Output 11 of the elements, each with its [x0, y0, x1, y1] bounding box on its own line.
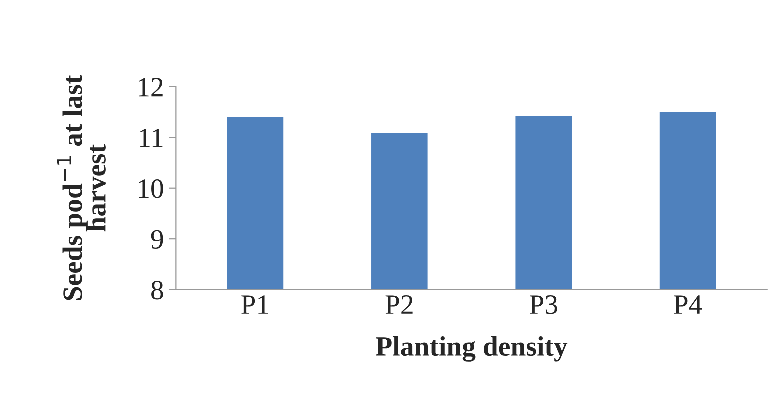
x-tick-label: P2 [386, 296, 413, 314]
y-tick-label: 10 [139, 180, 164, 198]
x-tick-label: P4 [674, 296, 702, 314]
y-tick-label: 12 [139, 78, 163, 97]
y-tick-label: 8 [152, 280, 164, 300]
x-tick-label: P1 [242, 296, 268, 314]
y-axis-title: Seeds pod$^{−1}$ at last harvest [57, 75, 106, 300]
y-tick-label: 9 [151, 230, 164, 249]
y-tick-label: 11 [140, 128, 163, 148]
x-tick-label: P3 [530, 296, 558, 314]
x-axis-title: Planting density [376, 336, 568, 362]
